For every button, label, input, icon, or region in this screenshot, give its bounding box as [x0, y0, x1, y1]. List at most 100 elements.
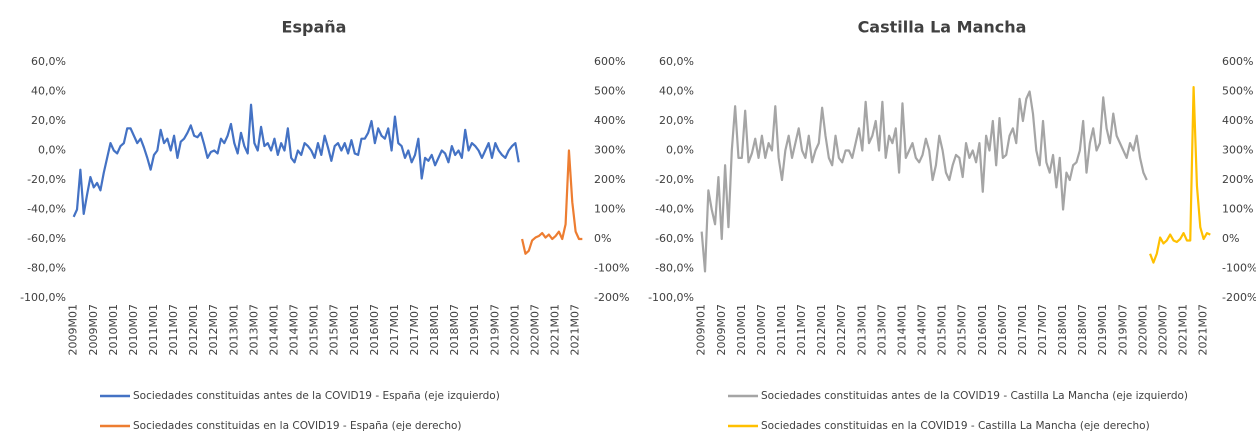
- x-tick-label: 2013M07: [247, 304, 260, 355]
- x-tick-label: 2021M07: [1197, 304, 1210, 355]
- y2-tick-label: -200%: [594, 291, 629, 304]
- x-tick-label: 2015M01: [308, 304, 321, 355]
- x-tick-label: 2014M01: [267, 304, 280, 355]
- x-tick-label: 2009M07: [87, 304, 100, 355]
- x-tick-label: 2014M01: [895, 304, 908, 355]
- y2-tick-label: 300%: [1222, 144, 1253, 157]
- x-tick-label: 2018M01: [1056, 304, 1069, 355]
- x-tick-label: 2011M01: [775, 304, 788, 355]
- y-tick-label: -40,0%: [655, 203, 694, 216]
- y-tick-label: 40,0%: [31, 85, 66, 98]
- legend-label: Sociedades constituidas en la COVID19 - …: [761, 420, 1150, 432]
- y2-tick-label: -100%: [594, 262, 629, 275]
- x-tick-label: 2017M07: [408, 304, 421, 355]
- x-tick-label: 2014M07: [916, 304, 929, 355]
- y-tick-label: -40,0%: [27, 203, 66, 216]
- y2-tick-label: 400%: [1222, 114, 1253, 127]
- x-tick-label: 2010M07: [755, 304, 768, 355]
- x-tick-label: 2015M07: [956, 304, 969, 355]
- x-tick-label: 2020M07: [1156, 304, 1169, 355]
- x-tick-label: 2015M01: [936, 304, 949, 355]
- x-tick-label: 2018M07: [448, 304, 461, 355]
- y-tick-label: 0,0%: [38, 144, 66, 157]
- x-tick-label: 2012M07: [207, 304, 220, 355]
- x-tick-label: 2017M07: [1036, 304, 1049, 355]
- series-line: [1149, 85, 1211, 264]
- x-tick-label: 2010M01: [107, 304, 120, 355]
- x-tick-label: 2021M01: [549, 304, 562, 355]
- x-tick-label: 2016M01: [348, 304, 361, 355]
- x-tick-label: 2018M01: [428, 304, 441, 355]
- y-tick-label: 40,0%: [659, 85, 694, 98]
- series-line: [521, 149, 583, 255]
- x-tick-label: 2017M01: [388, 304, 401, 355]
- series-line: [700, 90, 1148, 273]
- x-tick-label: 2019M01: [468, 304, 481, 355]
- x-tick-label: 2013M07: [875, 304, 888, 355]
- x-tick-label: 2021M07: [569, 304, 582, 355]
- x-tick-label: 2009M01: [695, 304, 708, 355]
- y2-tick-label: -200%: [1222, 291, 1256, 304]
- chart-title: Castilla La Mancha: [858, 18, 1027, 37]
- x-tick-label: 2015M07: [328, 304, 341, 355]
- y2-tick-label: 100%: [1222, 203, 1253, 216]
- y2-tick-label: 200%: [594, 173, 625, 186]
- x-tick-label: 2020M01: [1136, 304, 1149, 355]
- x-tick-label: 2019M07: [1116, 304, 1129, 355]
- y-tick-label: 60,0%: [31, 55, 66, 68]
- x-tick-label: 2020M01: [508, 304, 521, 355]
- y-tick-label: 0,0%: [666, 144, 694, 157]
- y2-tick-label: 200%: [1222, 173, 1253, 186]
- y2-tick-label: 0%: [1222, 232, 1239, 245]
- y-tick-label: -20,0%: [27, 173, 66, 186]
- legend-label: Sociedades constituidas en la COVID19 - …: [133, 420, 462, 432]
- y2-tick-label: 0%: [594, 232, 611, 245]
- x-tick-label: 2019M07: [488, 304, 501, 355]
- series-line: [72, 103, 520, 218]
- y2-tick-label: 100%: [594, 203, 625, 216]
- x-tick-label: 2020M07: [528, 304, 541, 355]
- y-tick-label: -80,0%: [27, 262, 66, 275]
- x-tick-label: 2016M07: [368, 304, 381, 355]
- x-tick-label: 2016M01: [976, 304, 989, 355]
- chart-title: España: [282, 18, 347, 37]
- y2-tick-label: 500%: [1222, 85, 1253, 98]
- legend-label: Sociedades constituidas antes de la COVI…: [761, 390, 1188, 402]
- y-tick-label: 20,0%: [31, 114, 66, 127]
- x-tick-label: 2009M01: [67, 304, 80, 355]
- x-tick-label: 2011M07: [795, 304, 808, 355]
- y2-tick-label: 400%: [594, 114, 625, 127]
- y-tick-label: -60,0%: [655, 232, 694, 245]
- x-tick-label: 2019M01: [1096, 304, 1109, 355]
- x-tick-label: 2010M01: [735, 304, 748, 355]
- x-tick-label: 2014M07: [288, 304, 301, 355]
- x-tick-label: 2012M01: [815, 304, 828, 355]
- y-tick-label: -100,0%: [648, 291, 694, 304]
- y-tick-label: -80,0%: [655, 262, 694, 275]
- x-tick-label: 2021M01: [1177, 304, 1190, 355]
- y-tick-label: -20,0%: [655, 173, 694, 186]
- x-tick-label: 2016M07: [996, 304, 1009, 355]
- x-tick-label: 2018M07: [1076, 304, 1089, 355]
- y-tick-label: 20,0%: [659, 114, 694, 127]
- x-tick-label: 2012M01: [187, 304, 200, 355]
- x-tick-label: 2009M07: [715, 304, 728, 355]
- legend-label: Sociedades constituidas antes de la COVI…: [133, 390, 500, 402]
- x-tick-label: 2017M01: [1016, 304, 1029, 355]
- x-tick-label: 2013M01: [855, 304, 868, 355]
- y2-tick-label: 600%: [1222, 55, 1253, 68]
- y-tick-label: 60,0%: [659, 55, 694, 68]
- y2-tick-label: 300%: [594, 144, 625, 157]
- x-tick-label: 2012M07: [835, 304, 848, 355]
- x-tick-label: 2010M07: [127, 304, 140, 355]
- x-tick-label: 2011M07: [167, 304, 180, 355]
- y-tick-label: -60,0%: [27, 232, 66, 245]
- y2-tick-label: 600%: [594, 55, 625, 68]
- x-tick-label: 2013M01: [227, 304, 240, 355]
- y-tick-label: -100,0%: [20, 291, 66, 304]
- y2-tick-label: -100%: [1222, 262, 1256, 275]
- x-tick-label: 2011M01: [147, 304, 160, 355]
- y2-tick-label: 500%: [594, 85, 625, 98]
